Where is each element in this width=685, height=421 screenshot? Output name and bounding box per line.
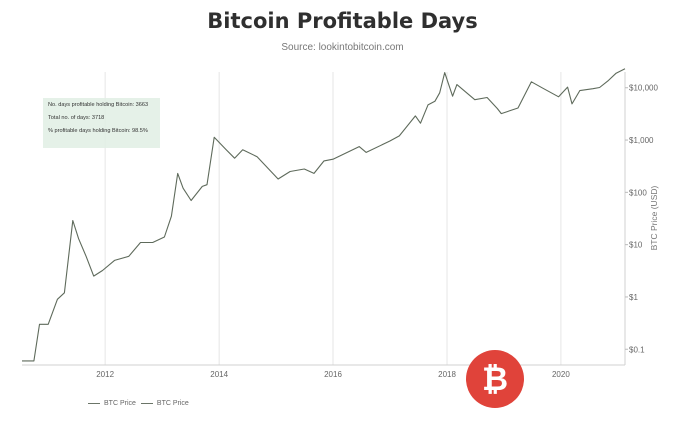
chart-legend: BTC Price BTC Price: [88, 400, 189, 407]
x-tick-label: 2018: [438, 370, 456, 379]
x-tick-label: 2012: [96, 370, 114, 379]
y-tick-label: $100: [629, 188, 647, 197]
chart-grid: [104, 72, 562, 365]
y-axis-ticks: $0.1 $1 $10 $100 $1,000 $10,000: [625, 84, 658, 354]
chart-subtitle: Source: lookintobitcoin.com: [281, 42, 404, 53]
legend-swatch: [88, 403, 100, 404]
y-tick-label: $1: [629, 293, 638, 302]
logo-circle: [466, 350, 524, 408]
chart-title: Bitcoin Profitable Days: [207, 9, 478, 33]
legend-entry[interactable]: BTC Price: [140, 400, 189, 407]
annotation-percent-profitable: % profitable days holding Bitcoin: 98.5%: [48, 128, 148, 134]
legend-entry[interactable]: BTC Price: [88, 400, 136, 407]
annotation-days-profitable: No. days profitable holding Bitcoin: 366…: [48, 102, 149, 108]
annotation-total-days: Total no. of days: 3718: [48, 115, 105, 121]
legend-swatch: [140, 403, 153, 404]
bitcoin-logo-icon: ₿: [466, 350, 524, 408]
legend-label: BTC Price: [156, 400, 189, 407]
legend-label: BTC Price: [104, 400, 136, 407]
x-tick-label: 2020: [552, 370, 570, 379]
y-tick-label: $0.1: [629, 345, 645, 354]
y-axis-label: BTC Price (USD): [649, 185, 659, 250]
btc-price-line: [22, 68, 626, 362]
y-tick-label: $1,000: [629, 136, 654, 145]
x-tick-label: 2016: [324, 370, 342, 379]
x-axis-ticks: 2012 2014 2016 2018 2020: [96, 370, 570, 379]
logo-glyph: ₿: [482, 360, 508, 398]
y-tick-label: $10,000: [629, 84, 658, 93]
x-tick-label: 2014: [210, 370, 228, 379]
y-tick-label: $10: [629, 241, 643, 250]
profitability-annotation: No. days profitable holding Bitcoin: 366…: [43, 98, 160, 148]
